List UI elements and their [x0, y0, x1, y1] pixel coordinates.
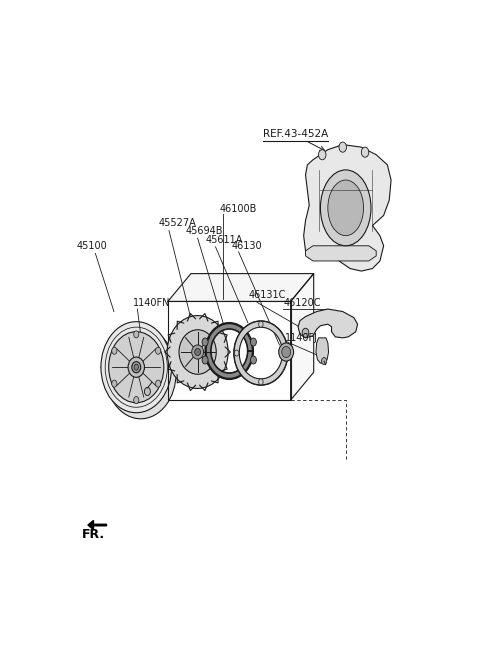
Ellipse shape	[101, 322, 172, 413]
Circle shape	[251, 356, 256, 364]
Circle shape	[251, 338, 256, 346]
Polygon shape	[304, 145, 391, 271]
Circle shape	[112, 347, 117, 354]
Ellipse shape	[134, 364, 139, 371]
Ellipse shape	[167, 315, 228, 388]
Text: 1140FN: 1140FN	[132, 298, 170, 307]
Circle shape	[283, 350, 288, 356]
Circle shape	[259, 379, 263, 385]
Ellipse shape	[321, 170, 371, 246]
Circle shape	[133, 330, 139, 338]
Circle shape	[322, 357, 327, 365]
Text: 46100B: 46100B	[219, 204, 257, 214]
Ellipse shape	[279, 343, 294, 361]
Circle shape	[156, 347, 161, 354]
Text: 45611A: 45611A	[205, 235, 242, 245]
Circle shape	[156, 380, 161, 387]
Polygon shape	[305, 246, 376, 261]
Circle shape	[202, 356, 208, 364]
Polygon shape	[290, 273, 314, 400]
Polygon shape	[234, 321, 288, 385]
Circle shape	[144, 388, 150, 396]
Text: 46131C: 46131C	[249, 290, 287, 300]
Text: REF.43-452A: REF.43-452A	[263, 129, 328, 139]
Text: 45694B: 45694B	[186, 225, 223, 236]
Circle shape	[259, 321, 263, 327]
Text: 46130: 46130	[232, 241, 263, 252]
Ellipse shape	[128, 357, 144, 377]
Text: FR.: FR.	[83, 528, 106, 541]
Circle shape	[234, 350, 239, 356]
Circle shape	[202, 338, 208, 346]
Ellipse shape	[132, 361, 141, 373]
Ellipse shape	[106, 328, 176, 419]
Text: 46120C: 46120C	[283, 298, 321, 307]
Ellipse shape	[108, 332, 164, 403]
Ellipse shape	[282, 346, 290, 357]
Ellipse shape	[328, 180, 363, 236]
Text: 1140FJ: 1140FJ	[285, 333, 318, 343]
FancyArrow shape	[88, 520, 107, 530]
Circle shape	[133, 397, 139, 403]
Polygon shape	[316, 338, 329, 363]
Circle shape	[339, 142, 347, 152]
Circle shape	[112, 380, 117, 387]
Ellipse shape	[195, 348, 201, 355]
Circle shape	[302, 328, 309, 337]
Text: 45100: 45100	[77, 241, 108, 251]
Polygon shape	[298, 309, 358, 338]
Ellipse shape	[179, 330, 216, 374]
Circle shape	[319, 150, 326, 160]
Polygon shape	[168, 273, 314, 302]
Polygon shape	[206, 324, 252, 378]
Circle shape	[361, 147, 369, 157]
Text: 45527A: 45527A	[158, 218, 196, 228]
Ellipse shape	[192, 345, 204, 359]
